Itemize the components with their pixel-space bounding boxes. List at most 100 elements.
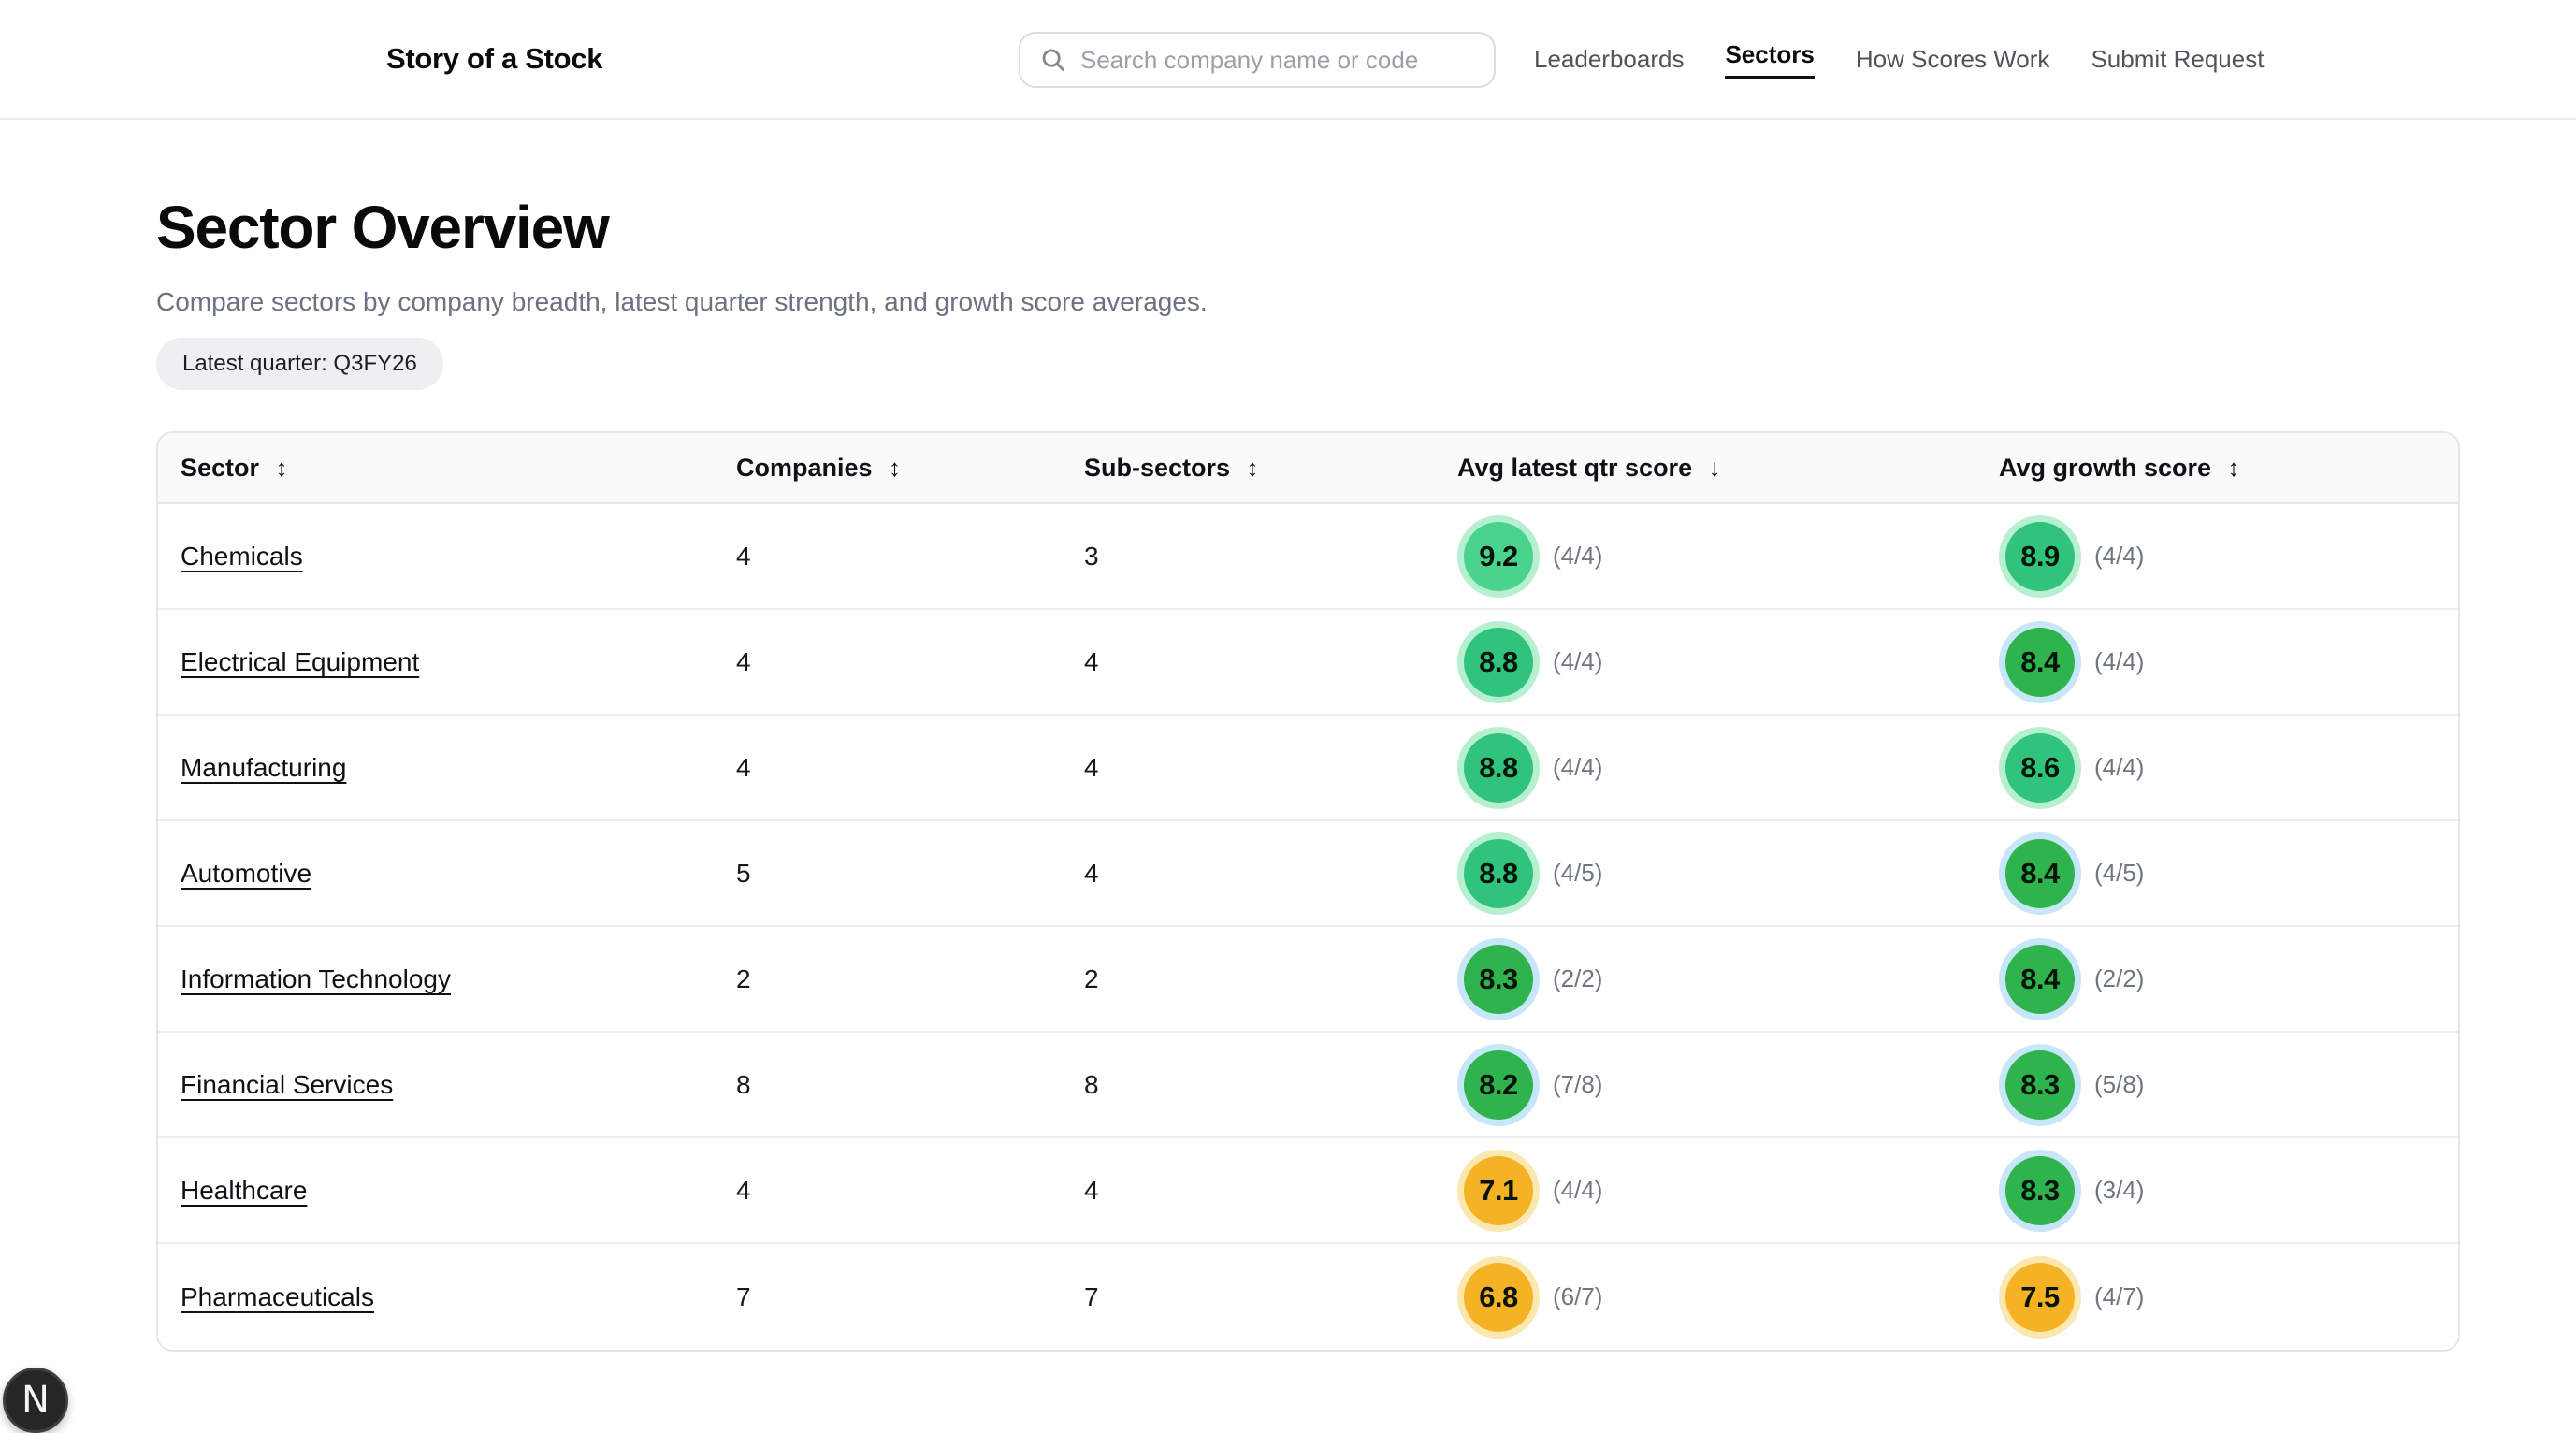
growth-score-count: (4/4) [2094, 542, 2145, 570]
sector-cell: Pharmaceuticals [158, 1282, 736, 1312]
table-row: Pharmaceuticals 7 7 6.8 (6/7) 7.5 (4/7) [158, 1244, 2458, 1350]
qtr-score-badge: 8.8 [1464, 838, 1533, 908]
sector-link[interactable]: Healthcare [181, 1175, 308, 1205]
brand-title[interactable]: Story of a Stock [386, 42, 603, 75]
growth-score-cell: 8.3 (5/8) [1999, 1049, 2458, 1120]
sort-toggle-icon[interactable]: ↕ [1246, 453, 1259, 482]
main-content: Sector Overview Compare sectors by compa… [156, 120, 2460, 1352]
qtr-score-count: (4/5) [1553, 859, 1603, 887]
sector-link[interactable]: Information Technology [181, 963, 451, 993]
column-header-label: Avg latest qtr score [1457, 453, 1700, 482]
column-header-label: Avg growth score [1999, 453, 2219, 482]
growth-score-cell: 8.4 (2/2) [1999, 944, 2458, 1014]
nav-item-how-scores-work[interactable]: How Scores Work [1855, 44, 2050, 73]
qtr-score-cell: 7.1 (4/4) [1457, 1155, 1999, 1225]
sector-link[interactable]: Automotive [181, 858, 312, 888]
page-subtitle: Compare sectors by company breadth, late… [156, 287, 1208, 316]
companies-value: 7 [736, 1281, 751, 1311]
qtr-score-badge: 8.2 [1464, 1049, 1533, 1120]
sector-cell: Financial Services [158, 1070, 736, 1100]
qtr-score-cell: 8.8 (4/5) [1457, 838, 1999, 908]
growth-score-badge: 8.4 [2005, 944, 2075, 1014]
main-nav: Leaderboards Sectors How Scores Work Submit… [1534, 0, 2264, 118]
qtr-score-count: (4/4) [1553, 647, 1603, 675]
sector-link[interactable]: Chemicals [181, 541, 303, 571]
column-header[interactable]: Avg growth score ↕ [1999, 453, 2458, 483]
sector-cell: Chemicals [158, 542, 736, 572]
table-row: Automotive 5 4 8.8 (4/5) 8.4 (4/5) [158, 821, 2458, 927]
growth-score-cell: 8.4 (4/5) [1999, 838, 2458, 908]
subsectors-value: 4 [1084, 646, 1099, 676]
qtr-score-badge: 9.2 [1464, 521, 1533, 591]
nextjs-dev-badge-letter: N [22, 1379, 50, 1422]
growth-score-count: (2/2) [2094, 964, 2145, 992]
search-box[interactable] [1019, 32, 1496, 88]
growth-score-cell: 8.4 (4/4) [1999, 627, 2458, 697]
sector-link[interactable]: Manufacturing [181, 752, 347, 782]
app-header: Story of a Stock Leaderboards Sectors How … [0, 0, 2576, 120]
sector-table-card: Sector ↕ Companies ↕ Sub-sectors ↕ Avg l… [156, 431, 2460, 1352]
companies-value: 4 [736, 646, 751, 676]
table-row: Healthcare 4 4 7.1 (4/4) 8.3 (3/4) [158, 1138, 2458, 1244]
growth-score-badge: 8.9 [2005, 521, 2075, 591]
nav-item-submit-request[interactable]: Submit Request [2091, 44, 2265, 73]
table-row: Information Technology 2 2 8.3 (2/2) 8.4… [158, 927, 2458, 1033]
subsectors-value: 4 [1084, 1175, 1099, 1205]
column-header[interactable]: Companies ↕ [736, 454, 1084, 483]
table-body: Chemicals 4 3 9.2 (4/4) 8.9 (4/4) Electr… [158, 504, 2458, 1350]
growth-score-badge: 8.3 [2005, 1049, 2075, 1120]
column-header[interactable]: Avg latest qtr score ↓ [1457, 454, 1999, 483]
sort-toggle-icon[interactable]: ↕ [2227, 453, 2240, 482]
qtr-score-cell: 8.8 (4/4) [1457, 732, 1999, 803]
column-header-label: Companies [736, 453, 880, 482]
subsectors-value: 3 [1084, 541, 1099, 571]
subsectors-value: 8 [1084, 1069, 1099, 1099]
qtr-score-badge: 8.8 [1464, 732, 1533, 803]
growth-score-badge: 8.3 [2005, 1155, 2075, 1225]
growth-score-cell: 8.9 (4/4) [1999, 521, 2458, 591]
column-header[interactable]: Sector ↕ [158, 454, 736, 483]
growth-score-count: (4/5) [2094, 859, 2145, 887]
nav-item-sectors[interactable]: Sectors [1725, 40, 1815, 79]
search-input[interactable] [1080, 45, 1475, 75]
sort-toggle-icon[interactable]: ↕ [275, 453, 288, 482]
column-header-label: Sub-sectors [1084, 453, 1237, 482]
qtr-score-badge: 8.3 [1464, 944, 1533, 1014]
subsectors-value: 4 [1084, 752, 1099, 782]
qtr-score-count: (2/2) [1553, 964, 1603, 992]
qtr-score-count: (6/7) [1553, 1282, 1603, 1310]
sector-link[interactable]: Pharmaceuticals [181, 1281, 374, 1311]
page-title: Sector Overview [156, 194, 610, 261]
table-row: Manufacturing 4 4 8.8 (4/4) 8.6 (4/4) [158, 716, 2458, 821]
growth-score-badge: 8.6 [2005, 732, 2075, 803]
companies-value: 8 [736, 1069, 751, 1099]
nextjs-dev-badge[interactable]: N [3, 1368, 68, 1433]
nav-item-leaderboards[interactable]: Leaderboards [1534, 44, 1685, 73]
companies-value: 4 [736, 752, 751, 782]
growth-score-count: (4/4) [2094, 753, 2145, 781]
qtr-score-badge: 8.8 [1464, 627, 1533, 697]
qtr-score-count: (7/8) [1553, 1070, 1603, 1098]
subsectors-value: 2 [1084, 963, 1099, 993]
growth-score-count: (4/7) [2094, 1282, 2145, 1310]
qtr-score-cell: 8.3 (2/2) [1457, 944, 1999, 1014]
qtr-score-cell: 8.8 (4/4) [1457, 627, 1999, 697]
qtr-score-cell: 9.2 (4/4) [1457, 521, 1999, 591]
qtr-score-count: (4/4) [1553, 1176, 1603, 1204]
sort-desc-icon[interactable]: ↓ [1708, 453, 1721, 482]
qtr-score-cell: 8.2 (7/8) [1457, 1049, 1999, 1120]
sort-toggle-icon[interactable]: ↕ [889, 453, 902, 482]
growth-score-badge: 8.4 [2005, 838, 2075, 908]
sector-link[interactable]: Financial Services [181, 1069, 394, 1099]
sector-link[interactable]: Electrical Equipment [181, 646, 420, 676]
companies-value: 4 [736, 541, 751, 571]
table-row: Electrical Equipment 4 4 8.8 (4/4) 8.4 (… [158, 610, 2458, 716]
companies-value: 5 [736, 858, 751, 888]
column-header-label: Sector [181, 453, 267, 482]
qtr-score-badge: 6.8 [1464, 1262, 1533, 1332]
table-row: Chemicals 4 3 9.2 (4/4) 8.9 (4/4) [158, 504, 2458, 610]
sector-cell: Information Technology [158, 964, 736, 994]
column-header[interactable]: Sub-sectors ↕ [1084, 454, 1457, 483]
sector-cell: Healthcare [158, 1176, 736, 1206]
growth-score-cell: 8.3 (3/4) [1999, 1155, 2458, 1225]
